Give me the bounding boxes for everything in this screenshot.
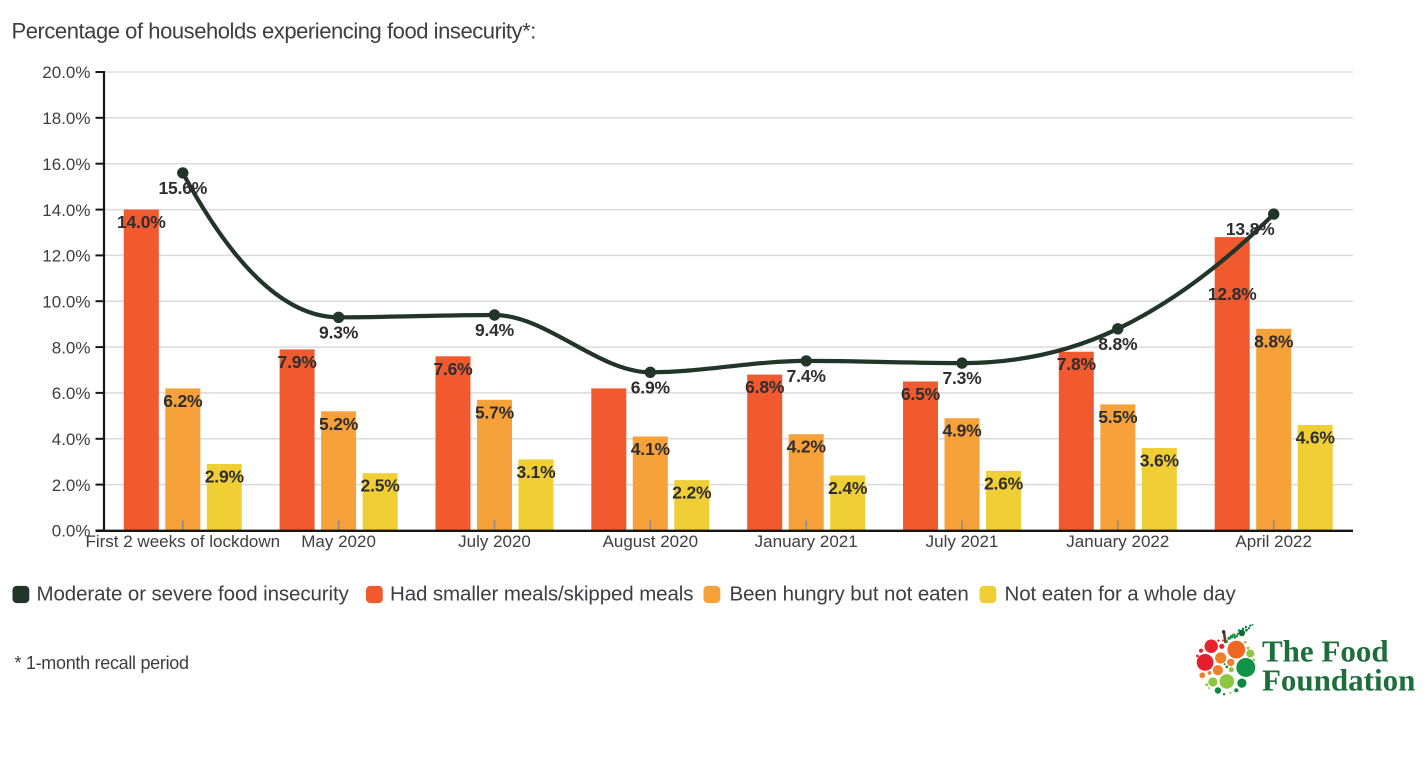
svg-text:2.5%: 2.5% (361, 476, 401, 496)
svg-text:2.4%: 2.4% (828, 478, 868, 498)
svg-text:Percentage of households exper: Percentage of households experiencing fo… (12, 18, 536, 43)
svg-text:0.0%: 0.0% (52, 522, 91, 541)
svg-text:9.3%: 9.3% (319, 322, 359, 342)
svg-text:7.6%: 7.6% (433, 359, 473, 379)
svg-text:12.0%: 12.0% (42, 247, 90, 266)
svg-text:10.0%: 10.0% (42, 292, 90, 311)
svg-text:4.1%: 4.1% (631, 439, 671, 459)
svg-text:May 2020: May 2020 (301, 532, 376, 551)
svg-text:4.0%: 4.0% (52, 430, 91, 449)
svg-text:2.9%: 2.9% (205, 467, 245, 487)
svg-text:9.4%: 9.4% (475, 320, 515, 340)
svg-text:4.9%: 4.9% (942, 421, 982, 441)
svg-text:6.8%: 6.8% (745, 377, 785, 397)
svg-text:Been hungry but not eaten: Been hungry but not eaten (730, 583, 969, 606)
svg-text:July 2021: July 2021 (926, 532, 999, 551)
svg-text:Foundation: Foundation (1262, 662, 1415, 697)
svg-text:18.0%: 18.0% (42, 109, 90, 128)
svg-text:13.8%: 13.8% (1226, 219, 1275, 239)
svg-text:Had smaller meals/skipped meal: Had smaller meals/skipped meals (390, 583, 693, 606)
svg-text:3.1%: 3.1% (516, 462, 556, 482)
svg-text:January 2022: January 2022 (1066, 532, 1169, 551)
svg-text:July 2020: July 2020 (458, 532, 531, 551)
svg-text:14.0%: 14.0% (117, 212, 166, 232)
svg-text:6.5%: 6.5% (901, 384, 941, 404)
svg-text:April 2022: April 2022 (1235, 532, 1312, 551)
svg-text:4.6%: 4.6% (1296, 428, 1336, 448)
svg-text:Moderate or severe food insecu: Moderate or severe food insecurity (37, 583, 350, 606)
svg-text:16.0%: 16.0% (42, 155, 90, 174)
svg-text:January 2021: January 2021 (755, 532, 858, 551)
svg-text:8.8%: 8.8% (1254, 331, 1294, 351)
svg-text:6.9%: 6.9% (631, 377, 671, 397)
svg-text:6.0%: 6.0% (52, 384, 91, 403)
svg-text:* 1-month recall period: * 1-month recall period (15, 653, 189, 673)
svg-text:2.6%: 2.6% (984, 473, 1024, 493)
svg-text:12.8%: 12.8% (1208, 284, 1257, 304)
svg-text:2.0%: 2.0% (52, 476, 91, 495)
svg-text:7.9%: 7.9% (278, 352, 318, 372)
svg-text:7.3%: 7.3% (942, 368, 982, 388)
svg-text:2.2%: 2.2% (672, 483, 712, 503)
svg-text:15.6%: 15.6% (158, 178, 207, 198)
svg-text:5.5%: 5.5% (1098, 407, 1138, 427)
svg-text:20.0%: 20.0% (42, 63, 90, 82)
svg-text:The Food: The Food (1262, 633, 1389, 668)
svg-text:7.4%: 7.4% (787, 366, 827, 386)
svg-text:4.2%: 4.2% (787, 437, 827, 457)
svg-text:5.2%: 5.2% (319, 414, 359, 434)
svg-text:August 2020: August 2020 (603, 532, 698, 551)
svg-text:8.0%: 8.0% (52, 338, 91, 357)
svg-text:6.2%: 6.2% (163, 391, 203, 411)
svg-text:Not eaten for a whole day: Not eaten for a whole day (1005, 583, 1237, 606)
svg-text:7.8%: 7.8% (1057, 354, 1097, 374)
svg-text:8.8%: 8.8% (1098, 334, 1138, 354)
svg-text:3.6%: 3.6% (1140, 451, 1180, 471)
svg-text:14.0%: 14.0% (42, 201, 90, 220)
svg-text:First 2 weeks of lockdown: First 2 weeks of lockdown (85, 532, 280, 551)
svg-text:5.7%: 5.7% (475, 402, 515, 422)
